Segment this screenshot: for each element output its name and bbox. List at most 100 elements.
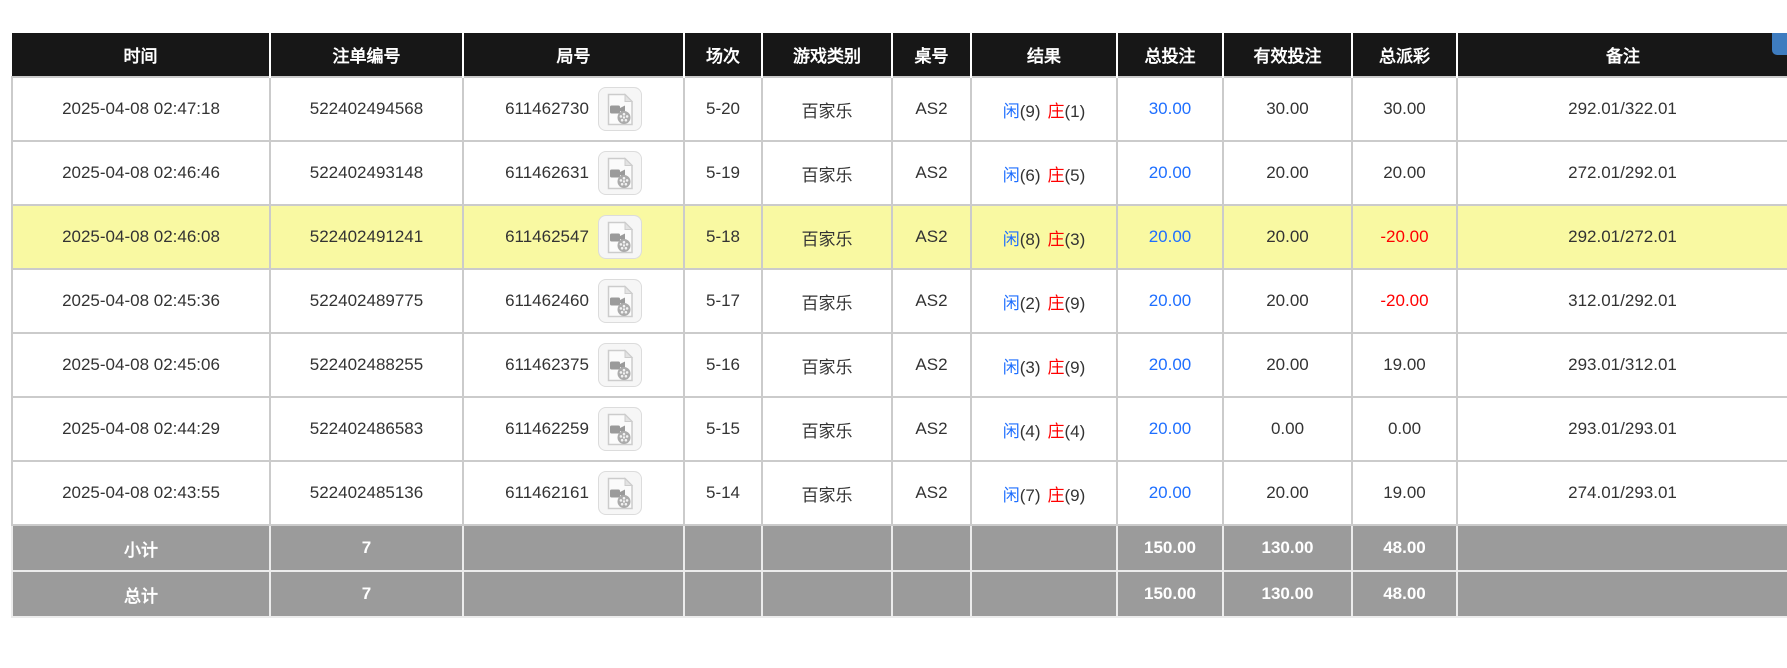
cell-time: 2025-04-08 02:45:36 xyxy=(11,268,271,334)
cell-game-type: 百家乐 xyxy=(761,140,893,206)
banker-result-label: 庄 xyxy=(1047,485,1065,505)
cell-time: 2025-04-08 02:45:06 xyxy=(11,332,271,398)
video-file-icon xyxy=(607,476,634,509)
player-result-label: 闲 xyxy=(1002,229,1020,249)
video-replay-button[interactable] xyxy=(597,215,642,259)
player-points: (9) xyxy=(1019,101,1041,121)
round-number: 611462161 xyxy=(505,483,589,502)
player-points: (3) xyxy=(1019,357,1041,377)
table-row[interactable]: 2025-04-08 02:45:36 522402489775 6114624… xyxy=(11,268,1787,334)
cell-table: AS2 xyxy=(891,396,972,462)
summary-empty-round xyxy=(462,524,685,572)
cell-session: 5-15 xyxy=(683,396,763,462)
round-number: 611462631 xyxy=(505,163,589,182)
banker-points: (4) xyxy=(1064,421,1086,441)
cell-time: 2025-04-08 02:46:08 xyxy=(11,204,271,270)
banker-points: (9) xyxy=(1064,293,1086,313)
cell-game-type: 百家乐 xyxy=(761,396,893,462)
cell-session: 5-17 xyxy=(683,268,763,334)
summary-total-bet: 150.00 xyxy=(1116,570,1224,618)
summary-empty-round xyxy=(462,570,685,618)
player-result-label: 闲 xyxy=(1002,101,1020,121)
round-number: 611462730 xyxy=(505,99,589,118)
column-header-game_type: 游戏类别 xyxy=(762,33,893,77)
video-replay-button[interactable] xyxy=(597,87,642,131)
summary-empty-remark xyxy=(1456,524,1787,572)
cell-valid-bet: 20.00 xyxy=(1222,460,1353,526)
cell-valid-bet: 20.00 xyxy=(1222,332,1353,398)
cell-total-bet: 20.00 xyxy=(1116,268,1224,334)
column-header-time: 时间 xyxy=(12,33,271,77)
banker-result-label: 庄 xyxy=(1047,421,1065,441)
player-points: (2) xyxy=(1019,293,1041,313)
cell-bet-id: 522402488255 xyxy=(269,332,464,398)
cell-remark: 312.01/292.01 xyxy=(1456,268,1787,334)
player-result-label: 闲 xyxy=(1002,357,1020,377)
table-row[interactable]: 2025-04-08 02:43:55 522402485136 6114621… xyxy=(11,460,1787,526)
cell-session: 5-19 xyxy=(683,140,763,206)
summary-empty-game-type xyxy=(761,570,893,618)
table-row[interactable]: 2025-04-08 02:46:46 522402493148 6114626… xyxy=(11,140,1787,206)
video-replay-button[interactable] xyxy=(597,343,642,387)
summary-label: 小计 xyxy=(11,524,271,572)
cell-result: 闲(8) 庄(3) xyxy=(970,204,1118,270)
table-row[interactable]: 2025-04-08 02:47:18 522402494568 6114627… xyxy=(11,76,1787,142)
player-points: (6) xyxy=(1019,165,1041,185)
summary-empty-session xyxy=(683,524,763,572)
video-file-icon xyxy=(607,92,634,125)
cell-round: 611462730 xyxy=(462,76,685,142)
summary-empty-table xyxy=(891,524,972,572)
column-header-session: 场次 xyxy=(684,33,763,77)
summary-valid-bet: 130.00 xyxy=(1222,570,1353,618)
video-file-icon xyxy=(607,220,634,253)
summary-payout: 48.00 xyxy=(1351,570,1458,618)
table-row[interactable]: 2025-04-08 02:46:08 522402491241 6114625… xyxy=(11,204,1787,270)
cell-table: AS2 xyxy=(891,204,972,270)
cell-time: 2025-04-08 02:46:46 xyxy=(11,140,271,206)
cell-valid-bet: 20.00 xyxy=(1222,204,1353,270)
video-replay-button[interactable] xyxy=(597,471,642,515)
cell-total-bet: 30.00 xyxy=(1116,76,1224,142)
round-number: 611462547 xyxy=(505,227,589,246)
cell-session: 5-14 xyxy=(683,460,763,526)
summary-total-bet: 150.00 xyxy=(1116,524,1224,572)
cell-round: 611462375 xyxy=(462,332,685,398)
top-right-partial-button[interactable] xyxy=(1772,33,1787,55)
cell-result: 闲(3) 庄(9) xyxy=(970,332,1118,398)
cell-total-bet: 20.00 xyxy=(1116,204,1224,270)
banker-result-label: 庄 xyxy=(1047,229,1065,249)
cell-time: 2025-04-08 02:44:29 xyxy=(11,396,271,462)
cell-bet-id: 522402486583 xyxy=(269,396,464,462)
cell-table: AS2 xyxy=(891,460,972,526)
cell-table: AS2 xyxy=(891,76,972,142)
player-points: (8) xyxy=(1019,229,1041,249)
banker-result-label: 庄 xyxy=(1047,357,1065,377)
cell-table: AS2 xyxy=(891,332,972,398)
cell-round: 611462547 xyxy=(462,204,685,270)
cell-bet-id: 522402491241 xyxy=(269,204,464,270)
summary-row: 总计 7 150.00 130.00 48.00 xyxy=(11,570,1787,618)
column-header-remark: 备注 xyxy=(1457,33,1787,77)
video-replay-button[interactable] xyxy=(597,151,642,195)
player-points: (7) xyxy=(1019,485,1041,505)
column-header-result: 结果 xyxy=(971,33,1118,77)
video-replay-button[interactable] xyxy=(597,279,642,323)
summary-count: 7 xyxy=(269,524,464,572)
cell-bet-id: 522402489775 xyxy=(269,268,464,334)
table-header: 时间 注单编号 局号 场次 游戏类别 桌号 结果 总投注 有效投注 总派彩 备注 xyxy=(12,33,1787,77)
summary-empty-remark xyxy=(1456,570,1787,618)
banker-points: (1) xyxy=(1064,101,1086,121)
cell-remark: 293.01/312.01 xyxy=(1456,332,1787,398)
table-row[interactable]: 2025-04-08 02:44:29 522402486583 6114622… xyxy=(11,396,1787,462)
video-replay-button[interactable] xyxy=(597,407,642,451)
cell-valid-bet: 20.00 xyxy=(1222,140,1353,206)
summary-empty-table xyxy=(891,570,972,618)
cell-result: 闲(6) 庄(5) xyxy=(970,140,1118,206)
table-row[interactable]: 2025-04-08 02:45:06 522402488255 6114623… xyxy=(11,332,1787,398)
cell-session: 5-18 xyxy=(683,204,763,270)
cell-game-type: 百家乐 xyxy=(761,268,893,334)
summary-count: 7 xyxy=(269,570,464,618)
video-file-icon xyxy=(607,284,634,317)
cell-total-bet: 20.00 xyxy=(1116,460,1224,526)
cell-remark: 292.01/322.01 xyxy=(1456,76,1787,142)
